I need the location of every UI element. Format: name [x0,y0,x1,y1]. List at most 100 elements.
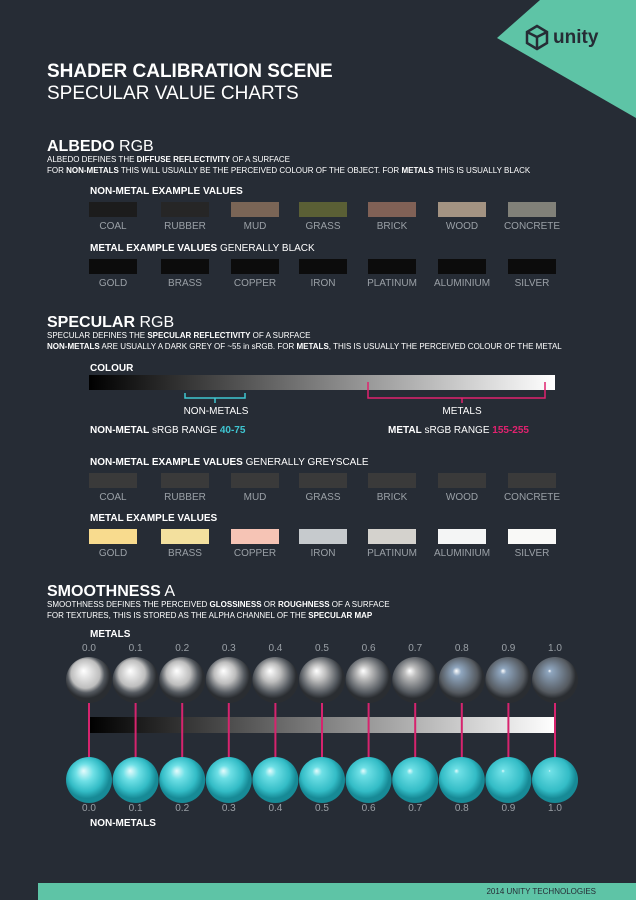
value-label: 0.4 [268,643,282,654]
swatch-label: BRICK [377,221,408,232]
section-heading-part: RGB [135,314,174,331]
swatch-label: PLATINUM [367,548,417,559]
swatch-label: GRASS [305,492,340,503]
value-label: 0.2 [175,643,189,654]
swatch-label: COAL [99,221,127,232]
value-label: 0.7 [408,803,422,814]
swatch [438,259,486,274]
description-part: SPECULAR DEFINES THE [47,331,147,340]
description-part: METALS [296,342,329,351]
description-part: ROUGHNESS [278,600,330,609]
group-heading-part: NON-METAL EXAMPLE VALUES [90,457,243,468]
value-label: 0.4 [268,803,282,814]
description-part: THIS WILL USUALLY BE THE PERCEIVED COLOU… [119,166,402,175]
value-label: 0.3 [222,643,236,654]
value-label: 0.2 [175,803,189,814]
swatch [368,529,416,544]
non-metal-sphere [485,757,532,803]
description-part: NON-METALS [47,342,100,351]
title: SHADER CALIBRATION SCENE [47,61,333,82]
swatch [368,259,416,274]
non-metal-sphere [252,757,299,803]
value-label: 0.0 [82,643,96,654]
swatch [368,473,416,488]
description-part: OR [262,600,278,609]
value-label: 0.9 [501,643,515,654]
swatch-label: IRON [311,548,336,559]
logo-text: unity [553,27,599,48]
group-heading-part: METAL EXAMPLE VALUES [90,513,218,524]
group-heading: METAL EXAMPLE VALUES GENERALLY BLACK [90,243,315,254]
swatch [89,529,137,544]
swatch-label: MUD [244,492,267,503]
swatch-label: BRICK [377,492,408,503]
group-heading-part: METAL EXAMPLE VALUES [90,243,218,254]
swatch-label: BRASS [168,548,202,559]
non-metal-sphere [205,757,252,803]
description-part: ALBEDO DEFINES THE [47,155,137,164]
non-metal-sphere [112,757,159,803]
range-text-part: NON-METAL [90,425,149,436]
swatch [161,259,209,274]
section-heading: SPECULAR RGB [47,314,174,331]
value-label: 0.8 [455,803,469,814]
value-label: 0.5 [315,643,329,654]
metal-sphere [299,657,345,703]
swatch [299,202,347,217]
swatch-label: ALUMINIUM [434,278,490,289]
group-heading-part: GENERALLY BLACK [217,243,315,254]
swatch-label: BRASS [168,278,202,289]
swatch-label: IRON [311,278,336,289]
range-text-part: sRGB RANGE [422,425,493,436]
value-label: 0.7 [408,643,422,654]
swatch [508,473,556,488]
description-part: OF A SURFACE [330,600,390,609]
value-label: 0.1 [129,643,143,654]
value-label: 0.5 [315,803,329,814]
swatch-label: WOOD [446,221,478,232]
description-part: SPECULAR MAP [308,611,373,620]
description-part: OF A SURFACE [250,331,310,340]
range-text: METAL sRGB RANGE 155-255 [388,425,529,436]
description: NON-METALS ARE USUALLY A DARK GREY OF ~5… [47,342,562,351]
metal-sphere [205,657,252,703]
swatch [231,259,279,274]
gradient-bar [89,375,555,390]
description-part: SPECULAR REFLECTIVITY [147,331,251,340]
metal-sphere [252,657,299,703]
swatch [508,529,556,544]
section-heading-part: ALBEDO [47,138,115,155]
metal-sphere [438,657,485,703]
swatch [231,529,279,544]
footer: 2014 UNITY TECHNOLOGIES [486,887,596,896]
range-text: NON-METAL sRGB RANGE 40-75 [90,425,246,436]
metal-sphere [345,657,392,703]
value-label: 0.8 [455,643,469,654]
description-part: NON-METALS [66,166,119,175]
swatch-label: GOLD [99,548,127,559]
description: FOR TEXTURES, THIS IS STORED AS THE ALPH… [47,611,373,620]
swatch [299,529,347,544]
swatch-label: WOOD [446,492,478,503]
group-heading: NON-METAL EXAMPLE VALUES [90,186,243,197]
swatch-label: COAL [99,492,127,503]
non-metals-label: NON-METALS [90,818,156,829]
swatch [161,202,209,217]
non-metal-sphere [299,757,345,803]
section-heading: SMOOTHNESS A [47,583,175,600]
swatch-label: ALUMINIUM [434,548,490,559]
value-label: 0.9 [501,803,515,814]
section-heading-part: A [161,583,176,600]
swatch [231,473,279,488]
metal-sphere [159,657,206,703]
swatch [161,473,209,488]
section-heading-part: SPECULAR [47,314,135,331]
metal-sphere [392,657,439,703]
value-label: 0.3 [222,803,236,814]
swatch-label: PLATINUM [367,278,417,289]
metals-label: METALS [90,629,131,640]
swatch [299,259,347,274]
section-heading-part: SMOOTHNESS [47,583,161,600]
metals-label: METALS [442,406,482,417]
